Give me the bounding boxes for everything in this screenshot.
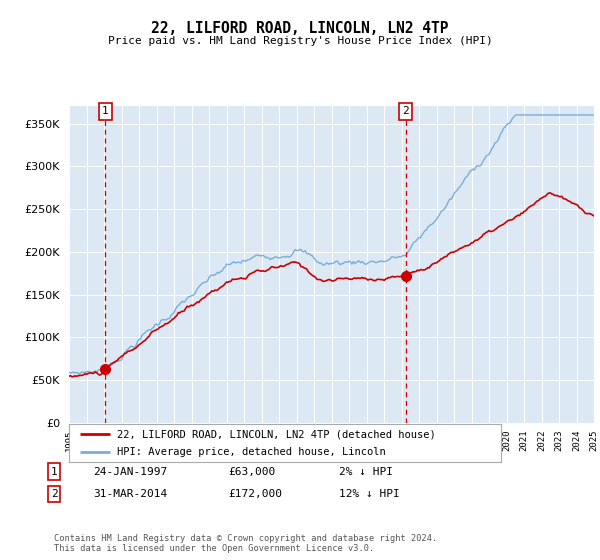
- Text: 1: 1: [102, 106, 109, 116]
- Text: HPI: Average price, detached house, Lincoln: HPI: Average price, detached house, Linc…: [116, 447, 385, 458]
- Text: Price paid vs. HM Land Registry's House Price Index (HPI): Price paid vs. HM Land Registry's House …: [107, 36, 493, 46]
- Text: 22, LILFORD ROAD, LINCOLN, LN2 4TP (detached house): 22, LILFORD ROAD, LINCOLN, LN2 4TP (deta…: [116, 429, 435, 439]
- Text: £63,000: £63,000: [228, 466, 275, 477]
- Text: Contains HM Land Registry data © Crown copyright and database right 2024.
This d: Contains HM Land Registry data © Crown c…: [54, 534, 437, 553]
- Text: 31-MAR-2014: 31-MAR-2014: [93, 489, 167, 499]
- Text: 2% ↓ HPI: 2% ↓ HPI: [339, 466, 393, 477]
- Text: 1: 1: [50, 466, 58, 477]
- Text: 24-JAN-1997: 24-JAN-1997: [93, 466, 167, 477]
- Text: 2: 2: [403, 106, 409, 116]
- Text: £172,000: £172,000: [228, 489, 282, 499]
- Text: 12% ↓ HPI: 12% ↓ HPI: [339, 489, 400, 499]
- Text: 22, LILFORD ROAD, LINCOLN, LN2 4TP: 22, LILFORD ROAD, LINCOLN, LN2 4TP: [151, 21, 449, 36]
- Text: 2: 2: [50, 489, 58, 499]
